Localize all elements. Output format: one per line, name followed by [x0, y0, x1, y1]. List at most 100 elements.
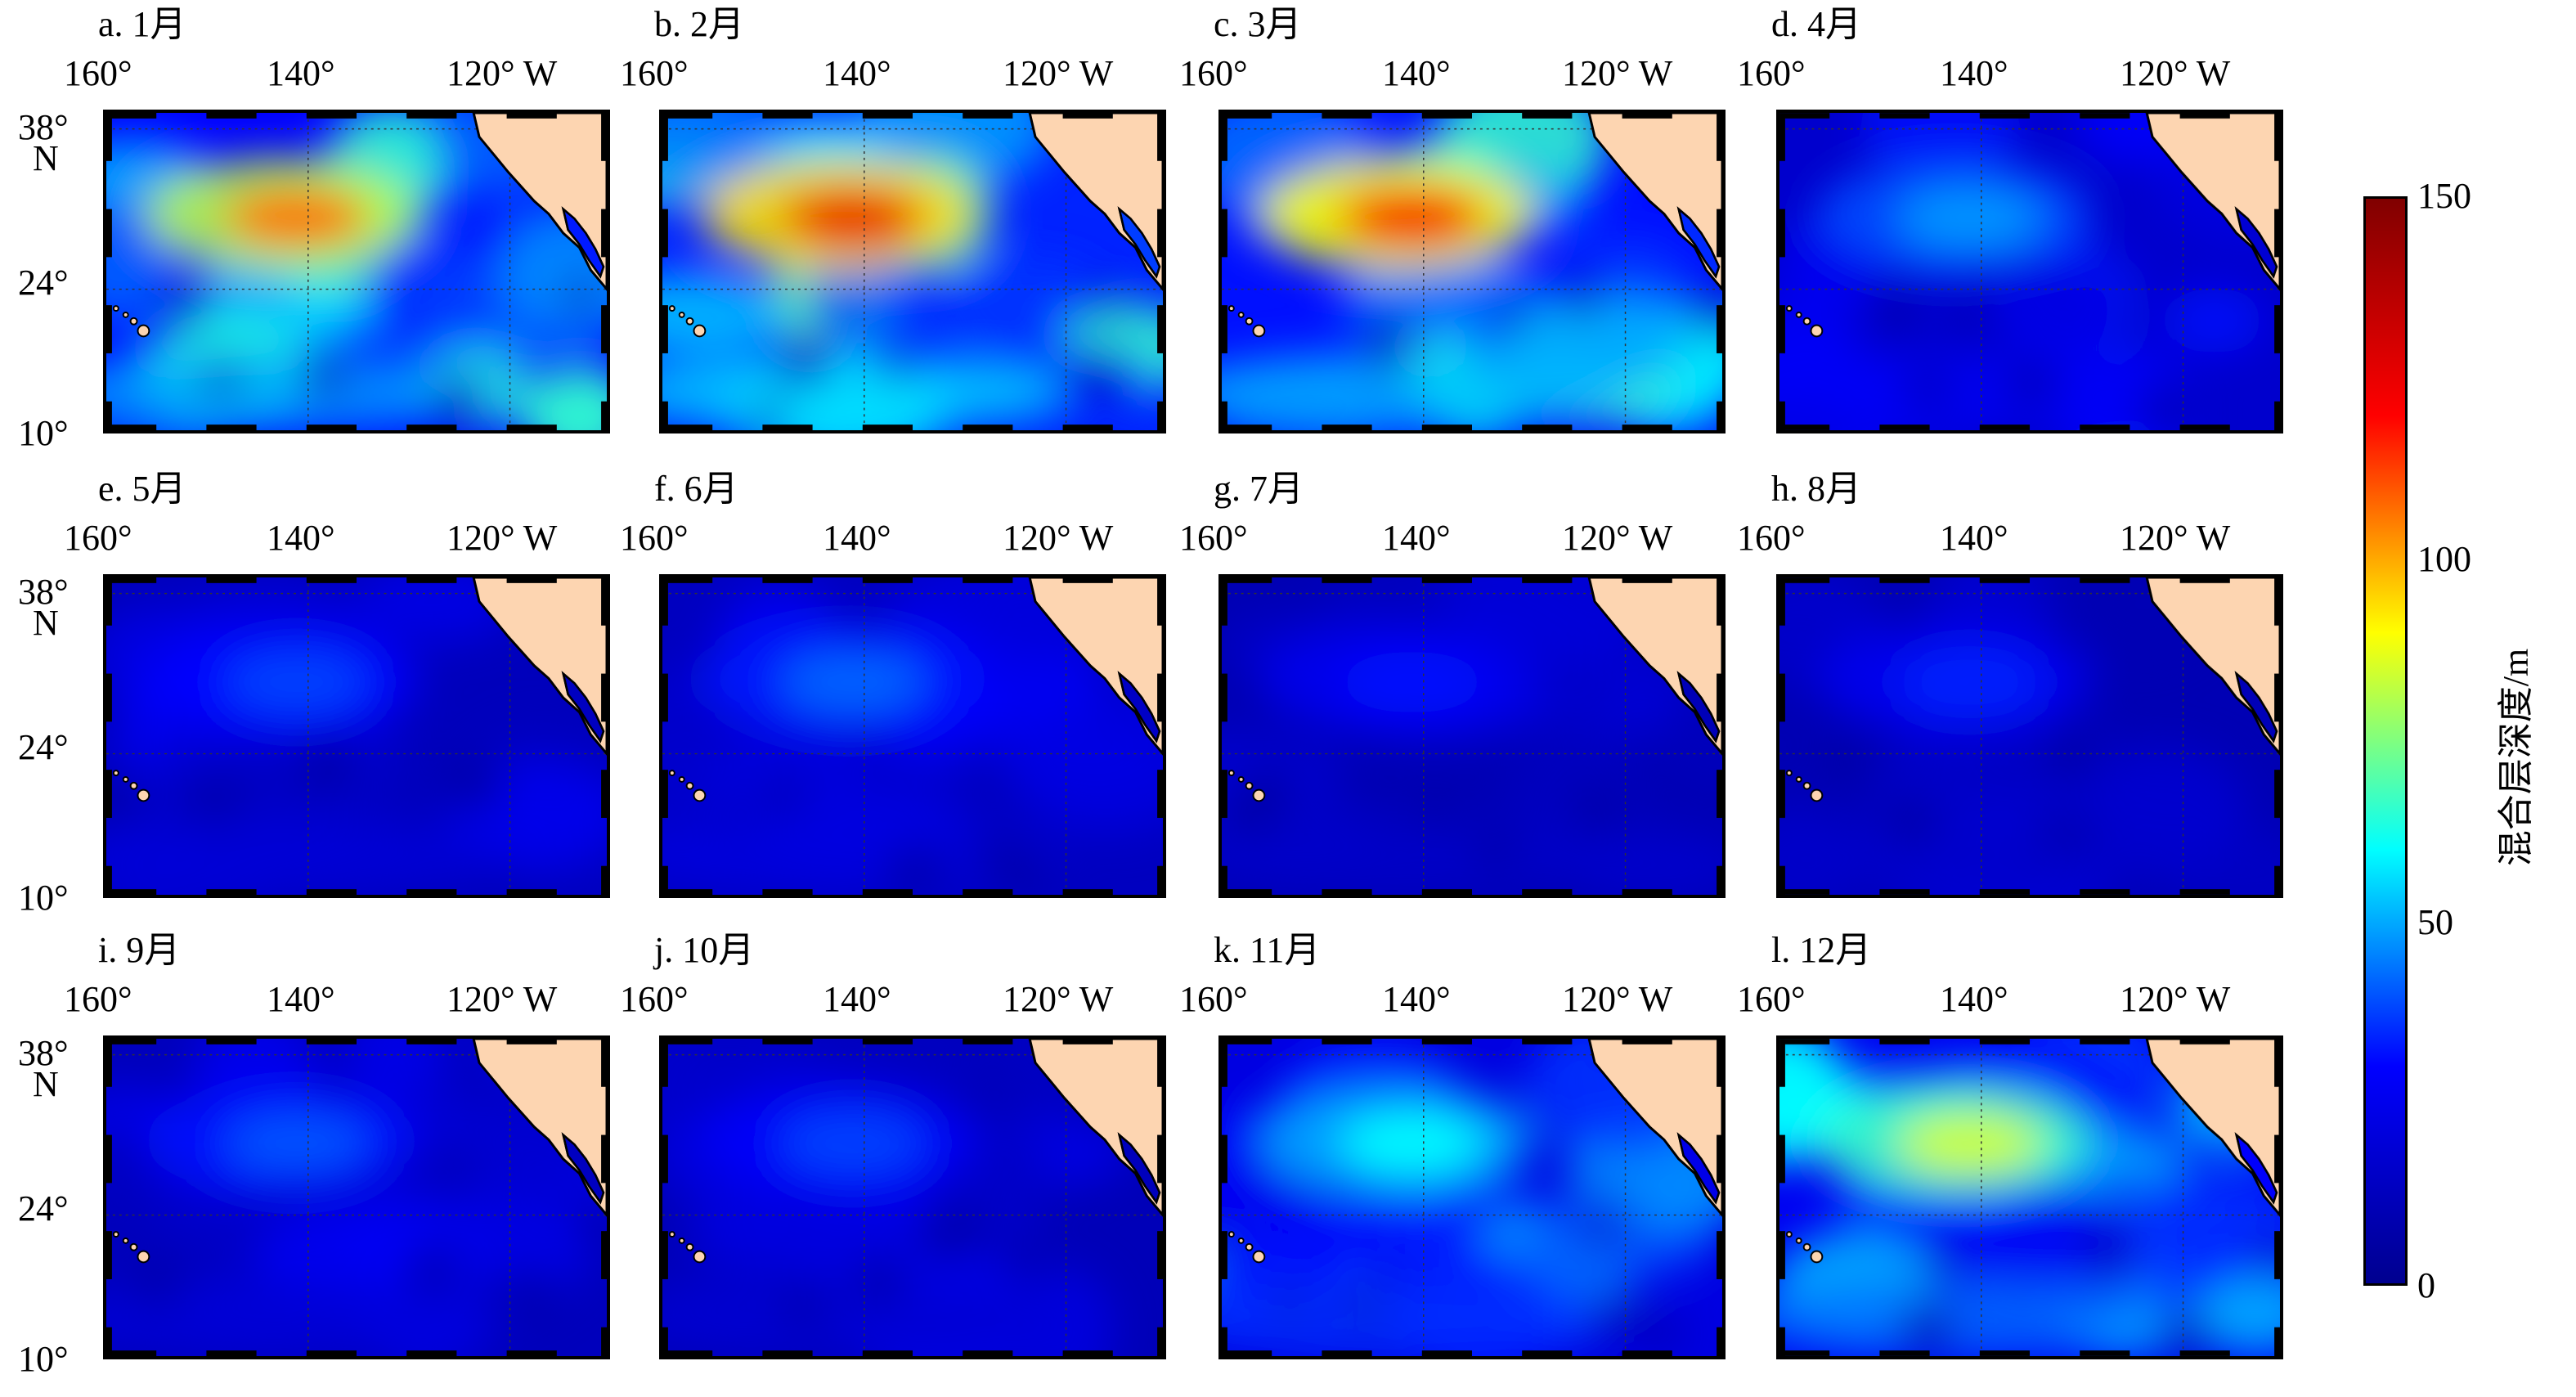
- frame-tick: [1717, 1327, 1722, 1356]
- island: [1785, 1231, 1793, 1238]
- baja-coast: [2234, 671, 2278, 743]
- frame-tick: [106, 1039, 112, 1087]
- lon-tick-label: 120° W: [447, 53, 558, 93]
- frame-tick: [1779, 1327, 1785, 1356]
- southern-band: [1222, 352, 1623, 430]
- frame-tick: [1522, 1350, 1573, 1356]
- mixed-layer-depth-map: [103, 574, 610, 898]
- field-blobs: [106, 1039, 607, 1356]
- frame-tick: [2274, 1231, 2280, 1279]
- frame-tick: [1322, 1039, 1372, 1044]
- frame-tick: [1421, 577, 1472, 583]
- frame-tick: [1879, 424, 1930, 430]
- frame-tick: [506, 1350, 557, 1356]
- field-patch: [1859, 113, 2021, 173]
- lat-tick-label: N: [33, 1064, 59, 1104]
- frame-tick: [306, 1039, 357, 1044]
- frame-tick: [1222, 113, 1227, 161]
- frame-tick: [1717, 113, 1722, 161]
- frame-tick: [1622, 577, 1672, 583]
- island: [137, 324, 150, 338]
- north-america-land: [1587, 113, 1722, 291]
- map-field: [1779, 577, 2280, 895]
- frame-tick: [1322, 1350, 1372, 1356]
- frame-tick: [2080, 1350, 2130, 1356]
- frame-tick: [1157, 770, 1163, 818]
- frame-tick: [406, 889, 457, 895]
- peak-core: [1896, 186, 2043, 249]
- frame-tick: [1717, 209, 1722, 258]
- lon-tick-label: 140°: [1382, 518, 1451, 558]
- frame-tick: [963, 424, 1013, 430]
- field-patch: [662, 113, 775, 191]
- low-eddy: [2161, 1312, 2210, 1356]
- mixed-layer-depth-map: [659, 574, 1166, 898]
- frame-tick: [106, 113, 112, 161]
- low-eddy: [857, 1256, 904, 1302]
- lon-tick-label: 160°: [1737, 979, 1806, 1019]
- frame-tick: [1717, 1231, 1722, 1279]
- frame-tick: [762, 889, 813, 895]
- frame-tick: [1222, 865, 1227, 895]
- field-patch: [2006, 264, 2119, 349]
- frame-tick: [862, 1350, 913, 1356]
- frame-tick: [1717, 865, 1722, 895]
- island: [112, 1231, 119, 1238]
- frame-tick: [1421, 113, 1472, 119]
- island: [1252, 788, 1266, 802]
- frame-tick: [1222, 1231, 1227, 1279]
- low-eddy: [2254, 1233, 2280, 1270]
- low-eddy: [767, 779, 803, 815]
- mixed-layer-depth-map: [1776, 110, 2283, 433]
- lon-tick-label: 160°: [64, 53, 132, 93]
- southern-band: [1779, 1278, 2181, 1356]
- colorbar-tick-label: 50: [2417, 902, 2453, 942]
- mixed-layer-depth-map: [1218, 574, 1726, 898]
- baja-coast: [561, 206, 605, 279]
- island: [1802, 1242, 1811, 1251]
- field-patch: [2193, 1278, 2280, 1356]
- field-blobs: [106, 113, 607, 430]
- frame-tick: [2274, 865, 2280, 895]
- low-eddy: [1344, 1291, 1375, 1323]
- low-eddy: [1642, 1313, 1683, 1354]
- frame-tick: [1222, 113, 1272, 119]
- frame-tick: [662, 673, 668, 722]
- lat-tick-label: 10°: [18, 878, 69, 918]
- frame-tick: [1322, 424, 1372, 430]
- low-eddy: [996, 1230, 1035, 1269]
- frame-tick: [1522, 577, 1573, 583]
- lon-tick-label: 140°: [1940, 53, 2008, 93]
- island: [668, 305, 675, 312]
- frame-tick: [106, 577, 112, 626]
- north-america-land: [472, 577, 607, 756]
- frame-tick: [506, 113, 557, 119]
- colorbar: [2363, 196, 2408, 1286]
- frame-tick: [506, 889, 557, 895]
- island: [129, 781, 138, 790]
- low-eddy: [164, 279, 210, 324]
- island: [1795, 1237, 1802, 1244]
- frame-tick: [662, 113, 668, 161]
- frame-tick: [1717, 577, 1722, 626]
- island: [1785, 770, 1793, 776]
- frame-tick: [1779, 1350, 1830, 1356]
- baja-coast: [1117, 671, 1161, 743]
- lon-tick-label: 120° W: [447, 518, 558, 558]
- frame-tick: [2179, 1039, 2230, 1044]
- frame-tick: [662, 1350, 713, 1356]
- low-eddy: [1255, 765, 1292, 802]
- frame-tick: [206, 1039, 257, 1044]
- lat-tick-label: 24°: [18, 1188, 69, 1229]
- frame-tick: [1779, 865, 1785, 895]
- frame-tick: [1157, 113, 1163, 161]
- frame-tick: [206, 889, 257, 895]
- lon-tick-label: 160°: [64, 979, 132, 1019]
- frame-tick: [1157, 401, 1163, 430]
- island: [129, 1242, 138, 1251]
- panel-title: b. 2月: [654, 4, 744, 44]
- frame-tick: [2179, 113, 2230, 119]
- frame-tick: [1622, 1350, 1672, 1356]
- frame-tick: [406, 113, 457, 119]
- frame-tick: [206, 113, 257, 119]
